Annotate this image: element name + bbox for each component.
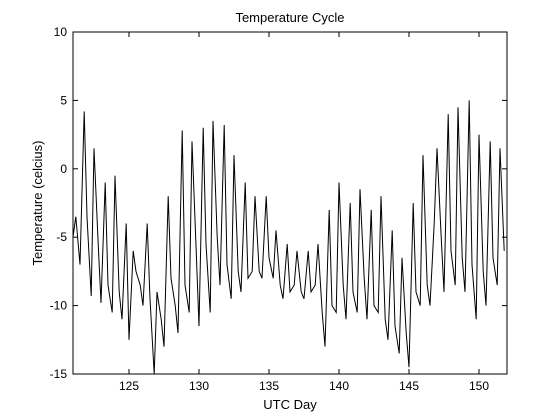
plot-area [72,31,508,375]
x-tick-label: 130 [189,379,209,393]
axis-ticks [73,31,507,375]
y-tick-label: -15 [50,367,68,381]
x-tick-label: 135 [259,379,279,393]
x-axis-label: UTC Day [263,397,317,412]
y-tick-label: 10 [54,25,68,39]
y-tick-label: -10 [50,299,68,313]
chart-title: Temperature Cycle [235,10,344,25]
x-tick-label: 125 [119,379,139,393]
x-tick-label: 140 [329,379,349,393]
tick-labels: 125 130 135 140 145 150 -15 -10 -5 0 5 10 [50,25,490,393]
y-tick-label: 5 [60,93,67,107]
x-tick-label: 150 [469,379,489,393]
temperature-line [72,100,505,375]
x-tick-label: 145 [399,379,419,393]
y-tick-label: 0 [60,162,67,176]
y-tick-label: -5 [56,230,67,244]
y-axis-label: Temperature (celcius) [30,141,45,266]
